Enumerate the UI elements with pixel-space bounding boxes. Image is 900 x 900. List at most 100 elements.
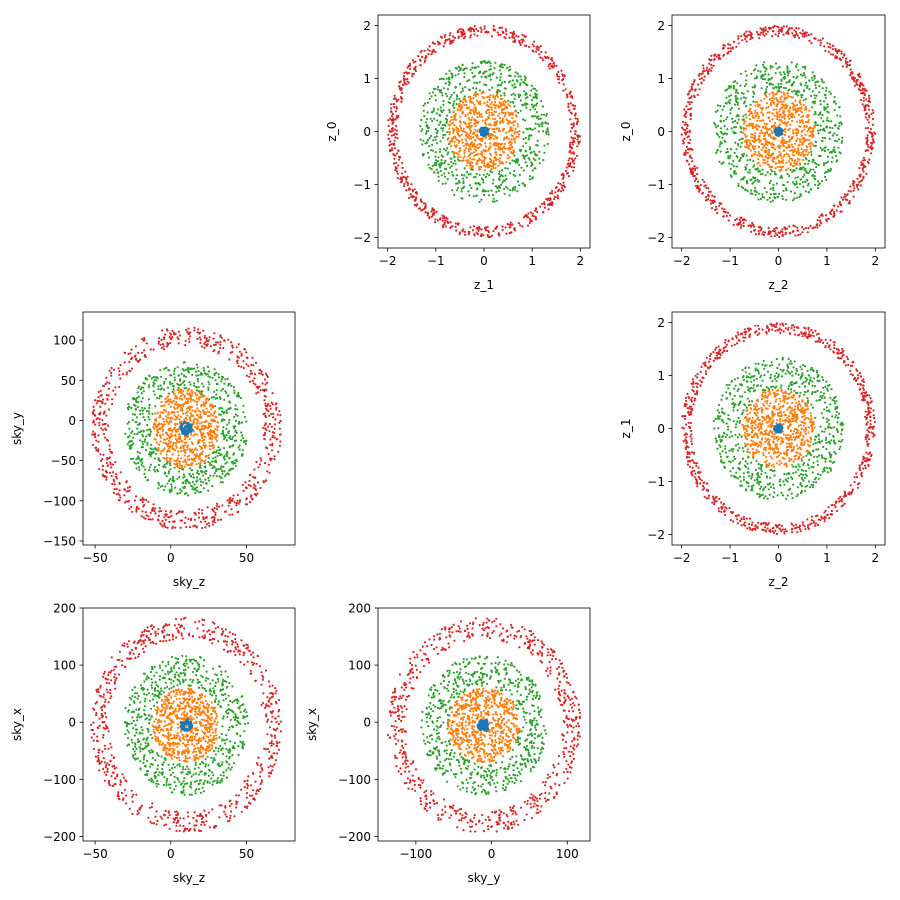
scatter-point [511, 31, 514, 35]
scatter-point [739, 216, 742, 219]
scatter-point [102, 475, 105, 478]
scatter-point [729, 47, 732, 50]
scatter-point [764, 73, 767, 76]
scatter-point [687, 101, 690, 104]
scatter-point [469, 132, 472, 135]
scatter-point [482, 91, 485, 94]
scatter-point [574, 117, 577, 120]
scatter-point [769, 172, 772, 175]
scatter-point [410, 183, 413, 186]
scatter-point [866, 143, 869, 146]
scatter-point [693, 165, 696, 168]
scatter-point [441, 111, 444, 114]
scatter-point [796, 176, 800, 179]
scatter-point [490, 136, 493, 140]
scatter-point [462, 177, 465, 180]
scatter-point [848, 63, 852, 67]
scatter-point [709, 190, 712, 193]
scatter-point [157, 518, 160, 521]
scatter-point [821, 114, 824, 117]
scatter-point [422, 202, 426, 205]
scatter-point [772, 108, 776, 111]
scatter-point [451, 35, 454, 38]
scatter-point [475, 27, 478, 31]
scatter-point [749, 38, 752, 41]
scatter-point [234, 404, 237, 407]
scatter-point [745, 82, 748, 86]
scatter-point [469, 68, 472, 71]
scatter-point [118, 489, 121, 492]
scatter-point [698, 78, 701, 81]
scatter-point [510, 138, 513, 141]
scatter-point [460, 173, 463, 176]
scatter-point [109, 450, 112, 453]
scatter-point [147, 386, 150, 389]
scatter-point [279, 414, 282, 417]
scatter-point [236, 499, 239, 502]
scatter-point [93, 433, 96, 436]
scatter-point [566, 163, 569, 166]
scatter-point [144, 510, 147, 514]
scatter-point [173, 466, 176, 469]
scatter-point [434, 151, 437, 154]
scatter-point [442, 87, 445, 90]
scatter-point [769, 120, 772, 123]
scatter-point [572, 137, 575, 140]
scatter-point [205, 523, 208, 526]
scatter-point [485, 118, 488, 121]
scatter-point [390, 134, 393, 137]
scatter-point [770, 129, 773, 132]
scatter-point [261, 373, 264, 376]
scatter-point [794, 225, 797, 228]
scatter-point [781, 197, 784, 201]
scatter-point [772, 156, 776, 159]
scatter-point [538, 162, 541, 165]
scatter-point [264, 479, 267, 482]
scatter-point [473, 148, 476, 151]
scatter-point [758, 152, 761, 155]
scatter-point [122, 373, 125, 376]
scatter-point [247, 484, 250, 487]
scatter-point [735, 97, 738, 100]
scatter-point [514, 127, 517, 130]
scatter-point [474, 182, 477, 185]
scatter-point [808, 79, 811, 82]
scatter-point [394, 118, 397, 121]
scatter-point [774, 167, 777, 170]
scatter-point [744, 79, 748, 82]
scatter-point [534, 209, 537, 212]
scatter-point [432, 42, 435, 45]
scatter-point [502, 179, 505, 182]
scatter-point [169, 511, 172, 514]
scatter-point [97, 390, 100, 393]
scatter-point [395, 129, 399, 132]
scatter-point [740, 141, 743, 144]
scatter-point [409, 188, 412, 191]
scatter-point [803, 124, 806, 127]
scatter-point [770, 125, 773, 129]
scatter-point [869, 131, 872, 134]
scatter-point [414, 60, 417, 63]
scatter-point [545, 131, 548, 134]
scatter-point [800, 83, 803, 87]
scatter-point [862, 96, 865, 99]
scatter-point [451, 73, 454, 76]
scatter-point [145, 410, 148, 413]
scatter-point [446, 153, 449, 156]
scatter-point [839, 58, 842, 62]
scatter-point [94, 446, 98, 449]
scatter-point [474, 153, 477, 157]
scatter-point [159, 522, 162, 525]
scatter-point [806, 116, 810, 119]
scatter-point [517, 163, 521, 166]
scatter-point [768, 165, 771, 168]
scatter-point [131, 356, 134, 359]
scatter-point [482, 155, 486, 159]
scatter-point [849, 68, 852, 71]
scatter-point [801, 35, 804, 38]
scatter-point [760, 111, 763, 114]
scatter-point [793, 89, 796, 92]
scatter-point [499, 183, 503, 186]
scatter-point [490, 108, 493, 111]
scatter-point [826, 42, 829, 45]
